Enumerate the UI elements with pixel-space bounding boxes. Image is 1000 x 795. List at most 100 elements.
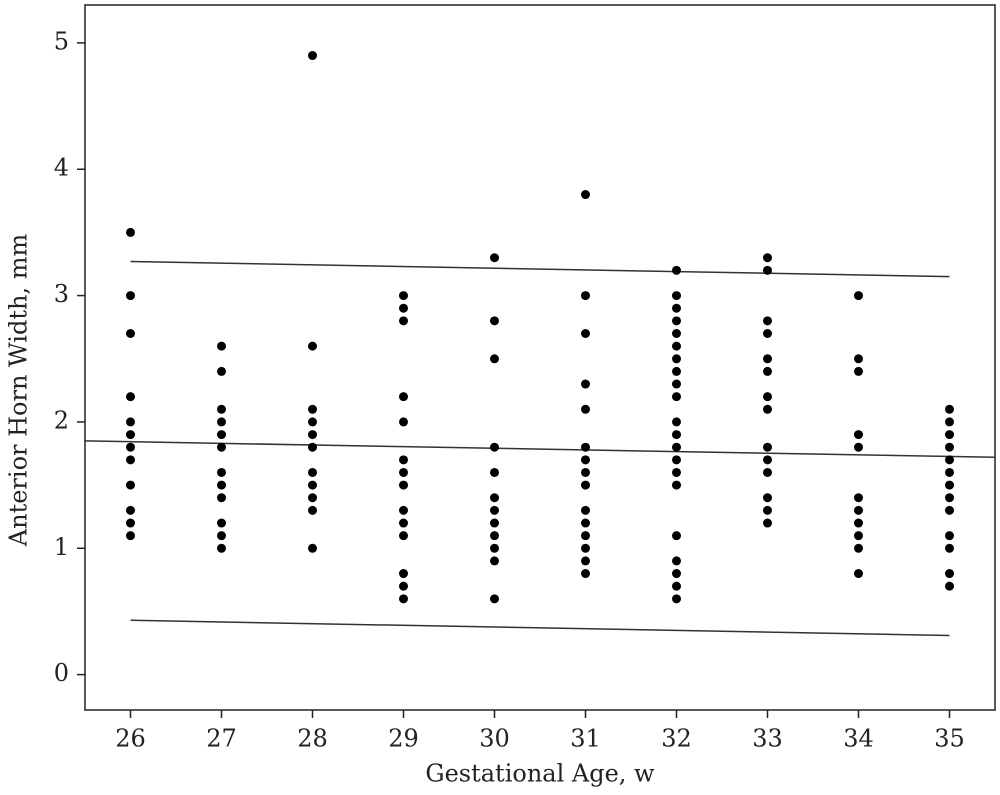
data-point [217,366,226,376]
data-point [490,543,499,553]
y-axis-label: Anterior Horn Width, mm [5,234,33,548]
data-point [763,455,772,465]
data-point [217,442,226,452]
y-tick-label: 0 [54,659,69,687]
x-axis-label: Gestational Age, w [425,760,655,788]
data-point [945,569,954,579]
data-point [399,480,408,490]
data-point [126,430,135,440]
data-point [490,442,499,452]
data-point [945,455,954,465]
data-point [581,467,590,477]
data-point [763,316,772,326]
data-point [672,581,681,591]
data-point [490,253,499,263]
data-point [490,531,499,541]
data-point [854,493,863,503]
data-point [672,594,681,604]
data-point [854,430,863,440]
data-point [308,493,317,503]
data-point [217,404,226,414]
data-point [308,341,317,351]
data-point [217,467,226,477]
data-point [490,493,499,503]
data-point [945,531,954,541]
data-point [672,480,681,490]
data-point [672,328,681,338]
data-point [399,467,408,477]
data-point [945,404,954,414]
data-point [217,518,226,528]
data-point [672,531,681,541]
data-point [854,518,863,528]
data-point [672,366,681,376]
x-tick-label: 35 [934,725,965,753]
data-point [672,556,681,566]
y-tick-label: 3 [54,280,69,308]
data-point [126,455,135,465]
data-point [581,442,590,452]
data-point [126,328,135,338]
data-point [490,594,499,604]
data-point [854,505,863,515]
data-point [763,392,772,402]
data-point [672,430,681,440]
y-tick-label: 1 [54,533,69,561]
data-point [763,404,772,414]
data-point [308,467,317,477]
fit-line [84,440,996,459]
x-tick-label: 29 [388,725,419,753]
data-point [126,480,135,490]
x-tick-label: 31 [570,725,601,753]
data-point [672,291,681,301]
data-point [945,505,954,515]
data-point [763,493,772,503]
data-point [490,556,499,566]
data-point [945,417,954,427]
data-point [126,227,135,237]
data-point [217,430,226,440]
data-point [854,531,863,541]
data-point [763,328,772,338]
data-point [126,442,135,452]
data-point [399,531,408,541]
data-point [581,556,590,566]
data-point [126,392,135,402]
data-point [672,392,681,402]
data-point [581,379,590,389]
data-point [854,442,863,452]
data-point [763,442,772,452]
y-tick-label: 5 [54,27,69,55]
data-point [126,531,135,541]
plot-frame [84,4,996,711]
data-point [217,543,226,553]
data-point [217,341,226,351]
data-point [945,581,954,591]
data-point [945,543,954,553]
data-point [763,265,772,275]
data-point [672,354,681,364]
data-point [581,455,590,465]
data-point [672,379,681,389]
data-point [672,316,681,326]
data-point [672,455,681,465]
data-point [581,480,590,490]
x-tick-label: 28 [297,725,328,753]
data-point [308,543,317,553]
data-point [672,417,681,427]
data-point [672,303,681,313]
data-point [581,404,590,414]
x-tick-label: 27 [206,725,237,753]
data-point [672,341,681,351]
data-point [581,505,590,515]
data-point [581,543,590,553]
x-tick-label: 34 [843,725,874,753]
data-point [854,354,863,364]
data-point [217,493,226,503]
data-point [399,316,408,326]
data-point [399,518,408,528]
data-point [308,404,317,414]
data-point [945,493,954,503]
data-point [399,291,408,301]
